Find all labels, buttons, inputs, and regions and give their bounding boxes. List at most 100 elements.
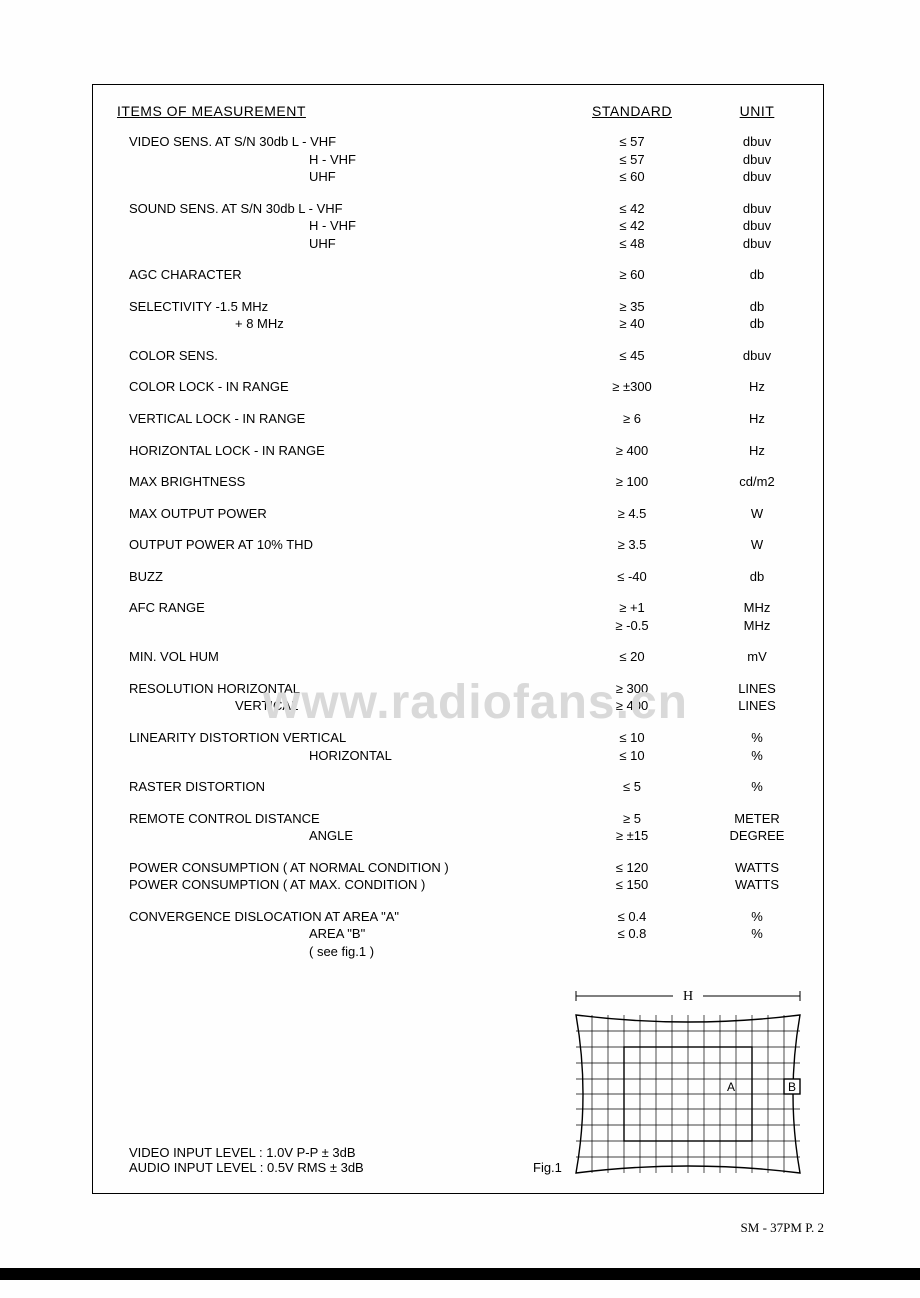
spec-standard: ≥ 40 [557, 315, 707, 333]
spec-standard: ≤ -40 [557, 568, 707, 586]
row-gap [93, 491, 823, 505]
spec-standard: ≥ 300 [557, 680, 707, 698]
row-gap [93, 666, 823, 680]
spec-item: H - VHF [129, 151, 557, 169]
figure-1: H [569, 979, 807, 1179]
spec-item: UHF [129, 235, 557, 253]
audio-input-level: AUDIO INPUT LEVEL : 0.5V RMS ± 3dB [129, 1160, 364, 1175]
spec-standard [557, 943, 707, 961]
spec-item: COLOR LOCK - IN RANGE [129, 378, 557, 396]
spec-item: AREA "B" [129, 925, 557, 943]
fig-label-h: H [683, 989, 693, 1004]
spec-row: MAX BRIGHTNESS≥ 100cd/m2 [93, 473, 823, 491]
spec-row: HORIZONTAL≤ 10% [93, 747, 823, 765]
row-gap [93, 554, 823, 568]
spec-rows: VIDEO SENS. AT S/N 30db L - VHF≤ 57dbuvH… [93, 133, 823, 961]
spec-standard: ≤ 150 [557, 876, 707, 894]
spec-unit: METER [707, 810, 807, 828]
page-number: SM - 37PM P. 2 [741, 1220, 824, 1236]
row-gap [93, 585, 823, 599]
spec-row: SOUND SENS. AT S/N 30db L - VHF≤ 42dbuv [93, 200, 823, 218]
spec-unit: db [707, 266, 807, 284]
spec-unit: % [707, 925, 807, 943]
spec-standard: ≤ 10 [557, 747, 707, 765]
row-gap [93, 284, 823, 298]
row-gap [93, 186, 823, 200]
spec-row: OUTPUT POWER AT 10% THD≥ 3.5W [93, 536, 823, 554]
spec-unit: cd/m2 [707, 473, 807, 491]
spec-unit: W [707, 505, 807, 523]
spec-row: BUZZ≤ -40db [93, 568, 823, 586]
spec-unit: % [707, 729, 807, 747]
row-gap [93, 522, 823, 536]
spec-unit: MHz [707, 617, 807, 635]
spec-standard: ≥ 400 [557, 442, 707, 460]
spec-item: AGC CHARACTER [129, 266, 557, 284]
spec-standard: ≤ 57 [557, 151, 707, 169]
spec-row: AREA "B"≤ 0.8% [93, 925, 823, 943]
spec-standard: ≤ 0.4 [557, 908, 707, 926]
spec-unit: WATTS [707, 876, 807, 894]
spec-row: COLOR LOCK - IN RANGE≥ ±300Hz [93, 378, 823, 396]
spec-item: AFC RANGE [129, 599, 557, 617]
spec-row: REMOTE CONTROL DISTANCE≥ 5METER [93, 810, 823, 828]
spec-item: ANGLE [129, 827, 557, 845]
spec-standard: ≥ 6 [557, 410, 707, 428]
row-gap [93, 459, 823, 473]
spec-standard: ≥ 4.5 [557, 505, 707, 523]
row-gap [93, 845, 823, 859]
spec-standard: ≥ 35 [557, 298, 707, 316]
spec-standard: ≤ 45 [557, 347, 707, 365]
spec-standard: ≥ ±300 [557, 378, 707, 396]
spec-unit: MHz [707, 599, 807, 617]
spec-row: CONVERGENCE DISLOCATION AT AREA "A"≤ 0.4… [93, 908, 823, 926]
spec-standard: ≥ 5 [557, 810, 707, 828]
header-standard: STANDARD [557, 103, 707, 119]
spec-row: H - VHF≤ 42dbuv [93, 217, 823, 235]
spec-item: UHF [129, 168, 557, 186]
spec-row: AGC CHARACTER≥ 60db [93, 266, 823, 284]
spec-item: RASTER DISTORTION [129, 778, 557, 796]
spec-row: ≥ -0.5MHz [93, 617, 823, 635]
row-gap [93, 715, 823, 729]
spec-unit: db [707, 315, 807, 333]
spec-item: VERTICAL [129, 697, 557, 715]
document-frame: www.radiofans.cn ITEMS OF MEASUREMENT ST… [92, 84, 824, 1194]
footer-input-levels: VIDEO INPUT LEVEL : 1.0V P-P ± 3dB AUDIO… [129, 1145, 364, 1175]
spec-row: RESOLUTION HORIZONTAL≥ 300LINES [93, 680, 823, 698]
row-gap [93, 796, 823, 810]
spec-unit: LINES [707, 697, 807, 715]
row-gap [93, 764, 823, 778]
spec-item: BUZZ [129, 568, 557, 586]
spec-row: H - VHF≤ 57dbuv [93, 151, 823, 169]
row-gap [93, 364, 823, 378]
spec-item: OUTPUT POWER AT 10% THD [129, 536, 557, 554]
spec-standard: ≤ 48 [557, 235, 707, 253]
fig-label-a: A [727, 1080, 735, 1094]
spec-standard: ≤ 120 [557, 859, 707, 877]
spec-standard: ≤ 10 [557, 729, 707, 747]
spec-unit: db [707, 568, 807, 586]
spec-standard: ≤ 60 [557, 168, 707, 186]
spec-unit: Hz [707, 442, 807, 460]
spec-item: HORIZONTAL [129, 747, 557, 765]
row-gap [93, 396, 823, 410]
figure-label: Fig.1 [533, 1160, 562, 1175]
spec-row: ( see fig.1 ) [93, 943, 823, 961]
spec-unit: dbuv [707, 200, 807, 218]
spec-unit: % [707, 908, 807, 926]
spec-item [129, 617, 557, 635]
spec-row: RASTER DISTORTION≤ 5% [93, 778, 823, 796]
spec-standard: ≤ 20 [557, 648, 707, 666]
header-unit: UNIT [707, 103, 807, 119]
spec-standard: ≤ 57 [557, 133, 707, 151]
spec-item: MAX BRIGHTNESS [129, 473, 557, 491]
fig-label-b: B [788, 1080, 796, 1094]
spec-unit: Hz [707, 378, 807, 396]
spec-unit: % [707, 747, 807, 765]
spec-unit: dbuv [707, 347, 807, 365]
spec-standard: ≥ ±15 [557, 827, 707, 845]
spec-unit: dbuv [707, 168, 807, 186]
spec-item: RESOLUTION HORIZONTAL [129, 680, 557, 698]
spec-item: SELECTIVITY -1.5 MHz [129, 298, 557, 316]
